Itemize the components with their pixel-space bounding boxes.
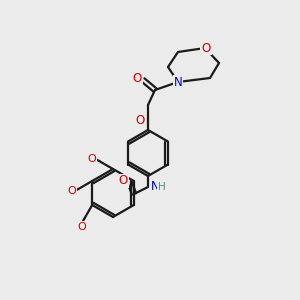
Text: O: O <box>88 154 97 164</box>
Text: N: N <box>174 76 182 88</box>
Text: O: O <box>118 175 127 188</box>
Text: N: N <box>151 181 159 194</box>
Text: H: H <box>158 182 166 192</box>
Text: O: O <box>201 41 211 55</box>
Text: O: O <box>132 71 142 85</box>
Text: O: O <box>135 113 145 127</box>
Text: O: O <box>67 186 76 196</box>
Text: O: O <box>78 222 87 232</box>
